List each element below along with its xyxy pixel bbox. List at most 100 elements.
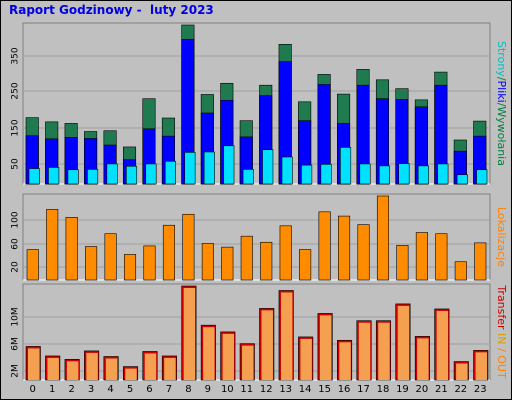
- y-tick-label: 2M: [11, 364, 21, 378]
- bar-transfer: [203, 327, 215, 380]
- x-tick-label: 20: [416, 384, 429, 395]
- bar-lokalizacje: [46, 209, 59, 281]
- side-label-part: /: [495, 345, 508, 356]
- bar-strony: [145, 163, 157, 185]
- bar-lokalizacje: [279, 225, 292, 281]
- bar-transfer: [300, 338, 312, 380]
- bar-lokalizacje: [201, 243, 214, 281]
- bar-transfer: [144, 353, 157, 380]
- bar-lokalizacje: [182, 213, 195, 281]
- side-label-part: Strony: [495, 41, 508, 77]
- side-label-part: OUT: [495, 355, 508, 379]
- bar-strony: [106, 163, 118, 185]
- x-tick-label: 6: [146, 384, 152, 395]
- x-tick-label: 5: [127, 384, 133, 395]
- bar-lokalizacje: [260, 241, 273, 281]
- x-tick-label: 1: [49, 384, 55, 395]
- side-label-part: Wywołania: [495, 106, 508, 166]
- bar-transfer: [47, 357, 59, 380]
- bar-strony: [437, 163, 449, 185]
- bar-lokalizacje: [376, 195, 390, 281]
- bar-transfer: [397, 305, 410, 380]
- y-tick-label: 10M: [11, 307, 21, 326]
- bar-strony: [320, 164, 332, 185]
- plot-area-bottom: [22, 283, 491, 381]
- bar-strony: [417, 165, 429, 185]
- bar-strony: [340, 147, 352, 185]
- bar-transfer: [183, 288, 196, 380]
- bar-strony: [301, 164, 313, 185]
- side-label-middle: Lokalizacje: [495, 207, 508, 267]
- x-tick-label: 15: [318, 384, 331, 395]
- y-tick-label: 6M: [11, 337, 21, 351]
- side-label-part: Pliki: [495, 81, 508, 103]
- bar-lokalizacje: [415, 232, 428, 281]
- bar-transfer: [339, 342, 351, 380]
- bar-strony: [203, 151, 215, 185]
- bar-transfer: [105, 358, 118, 380]
- bar-lokalizacje: [318, 211, 331, 281]
- bar-transfer: [242, 345, 254, 380]
- bar-lokalizacje: [123, 254, 137, 281]
- bar-transfer: [319, 315, 332, 380]
- x-tick-label: 13: [279, 384, 292, 395]
- x-tick-label: 8: [185, 384, 191, 395]
- bar-transfer: [280, 292, 293, 380]
- y-tick-label: 350: [11, 47, 21, 64]
- bar-lokalizacje: [143, 245, 156, 281]
- bar-transfer: [164, 357, 176, 380]
- bar-transfer: [28, 348, 40, 380]
- side-label-part: Transfer: [495, 284, 508, 330]
- bar-strony: [398, 163, 410, 185]
- side-label-bottom: Transfer IN / OUT: [495, 284, 508, 379]
- side-label-part: Lokalizacje: [495, 207, 508, 267]
- bar-lokalizacje: [104, 233, 117, 281]
- x-tick-label: 9: [205, 384, 211, 395]
- y-tick-label: 20: [11, 261, 21, 273]
- y-tick-label: 250: [11, 82, 21, 99]
- bar-strony: [184, 152, 196, 185]
- x-tick-label: 16: [338, 384, 351, 395]
- x-tick-label: 4: [107, 384, 113, 395]
- x-tick-label: 7: [166, 384, 172, 395]
- bar-transfer: [417, 338, 429, 380]
- bar-lokalizacje: [396, 245, 409, 281]
- x-tick-label: 11: [240, 384, 253, 395]
- x-tick-label: 14: [299, 384, 312, 395]
- plot-area-middle: [22, 193, 491, 281]
- bar-strony: [28, 168, 40, 185]
- bar-transfer: [66, 361, 79, 380]
- bar-transfer: [456, 363, 468, 380]
- bar-transfer: [261, 310, 273, 380]
- bar-lokalizacje: [435, 233, 448, 281]
- x-tick-label: 2: [68, 384, 74, 395]
- bar-lokalizacje: [357, 224, 370, 281]
- chart-title: Raport Godzinowy - luty 2023: [9, 3, 214, 17]
- bar-transfer: [86, 352, 98, 380]
- bar-transfer: [378, 322, 390, 380]
- bar-strony: [223, 145, 235, 185]
- bar-transfer: [358, 322, 371, 380]
- x-tick-label: 21: [435, 384, 448, 395]
- y-tick-label: 100: [11, 211, 21, 228]
- bar-strony: [242, 169, 254, 185]
- x-tick-label: 23: [474, 384, 487, 395]
- x-tick-label: 12: [260, 384, 273, 395]
- bar-strony: [67, 169, 79, 185]
- y-tick-label: 60: [11, 238, 21, 250]
- x-tick-label: 3: [88, 384, 94, 395]
- bar-strony: [262, 149, 274, 185]
- x-tick-label: 19: [396, 384, 409, 395]
- x-tick-label: 22: [454, 384, 467, 395]
- bar-strony: [281, 156, 293, 185]
- bar-strony: [456, 174, 468, 185]
- bar-lokalizacje: [65, 217, 78, 281]
- x-tick-label: 0: [30, 384, 36, 395]
- bar-lokalizacje: [162, 224, 175, 281]
- y-tick-label: 150: [11, 119, 21, 136]
- bar-strony: [125, 165, 138, 185]
- panel-middle: 20 60 100 Lokalizacje: [11, 193, 508, 281]
